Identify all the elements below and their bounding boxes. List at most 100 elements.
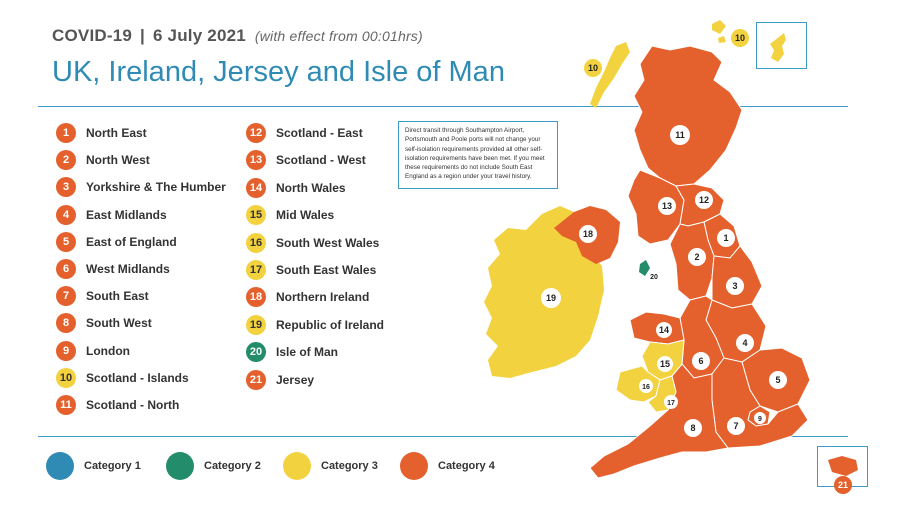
legend-number-badge: 19 xyxy=(246,314,266,335)
legend-region-label: East of England xyxy=(86,234,177,249)
legend-item-east-of-england: 5 East of England xyxy=(56,231,177,252)
category-1-key: Category 1 xyxy=(46,452,141,480)
legend-number-badge: 15 xyxy=(246,205,266,226)
header-separator: | xyxy=(140,26,145,45)
map-badge-18: 18 xyxy=(583,229,593,239)
legend-item-scotland-north: 11 Scotland - North xyxy=(56,395,180,415)
category-1-label: Category 1 xyxy=(84,460,141,472)
legend-region-label: South East Wales xyxy=(276,263,377,277)
region-scotland-west xyxy=(627,169,685,245)
legend-item-east-midlands: 4 East Midlands xyxy=(56,204,167,225)
category-1-swatch xyxy=(46,452,74,480)
legend-region-label: West Midlands xyxy=(86,262,170,276)
legend-number-badge: 20 xyxy=(246,342,266,363)
shetland-islands-inset xyxy=(770,33,786,62)
legend-region-label: Scotland - East xyxy=(276,126,363,140)
region-scotland-north xyxy=(633,45,743,187)
legend-item-scotland-east: 12 Scotland - East xyxy=(246,123,363,143)
map-badge-2: 2 xyxy=(694,252,699,262)
legend-region-label: North Wales xyxy=(276,180,346,195)
jersey-island xyxy=(828,456,858,476)
legend-item-yorkshire-the-humber: 3 Yorkshire & The Humber xyxy=(56,177,226,198)
region-south-west xyxy=(589,363,729,479)
legend-number-badge: 9 xyxy=(56,340,76,361)
legend-region-label: Scotland - West xyxy=(276,153,366,168)
map-badge-6: 6 xyxy=(698,356,703,366)
date-label: 6 July 2021 xyxy=(152,26,246,45)
map-badge-17: 17 xyxy=(667,400,675,407)
legend-item-isle-of-man: 20 Isle of Man xyxy=(246,342,339,363)
legend-region-label: Republic of Ireland xyxy=(276,317,385,332)
legend-region-label: North East xyxy=(86,126,147,140)
category-2-label: Category 2 xyxy=(204,460,261,472)
category-4-swatch xyxy=(400,452,428,480)
legend-item-northern-ireland: 18 Northern Ireland xyxy=(246,287,370,308)
category-3-swatch xyxy=(283,452,311,480)
legend-item-london: 9 London xyxy=(56,340,130,361)
shetland-inset xyxy=(756,22,807,69)
legend-number-badge: 10 xyxy=(56,367,76,388)
legend-item-mid-wales: 15 Mid Wales xyxy=(246,205,335,226)
legend-number-badge: 11 xyxy=(56,395,76,415)
transit-note: Direct transit through Southampton Airpo… xyxy=(398,121,558,189)
map-badge-12: 12 xyxy=(699,195,709,205)
legend-region-label: Northern Ireland xyxy=(276,290,370,305)
orkney-islands xyxy=(712,20,726,43)
category-3-key: Category 3 xyxy=(283,452,378,480)
map-badge-16: 16 xyxy=(642,384,650,391)
header-subtitle: COVID-19 | 6 July 2021 (with effect from 0… xyxy=(52,26,423,46)
legend-region-label: East Midlands xyxy=(86,207,167,222)
legend-item-jersey: 21 Jersey xyxy=(246,369,315,390)
map-badge-20: 20 xyxy=(650,274,658,281)
map-badge-8: 8 xyxy=(690,423,695,433)
legend-region-label: North West xyxy=(86,153,150,168)
legend-number-badge: 17 xyxy=(246,260,266,280)
legend-number-badge: 6 xyxy=(56,259,76,279)
map-badge-5: 5 xyxy=(775,375,780,385)
category-4-key: Category 4 xyxy=(400,452,495,480)
legend-item-north-west: 2 North West xyxy=(56,150,150,171)
legend-region-label: Yorkshire & The Humber xyxy=(86,180,226,195)
legend-region-label: Mid Wales xyxy=(276,208,335,223)
legend-item-south-east-wales: 17 South East Wales xyxy=(246,260,377,280)
bottom-divider xyxy=(38,436,848,437)
category-2-swatch xyxy=(166,452,194,480)
map-badge-11: 11 xyxy=(675,130,685,140)
legend-item-south-west-wales: 16 South West Wales xyxy=(246,232,380,253)
effect-label: (with effect from 00:01hrs) xyxy=(254,28,423,44)
legend-region-label: South East xyxy=(86,289,149,304)
map-badge-13: 13 xyxy=(662,201,672,211)
outer-hebrides xyxy=(590,42,630,108)
category-4-label: Category 4 xyxy=(438,460,495,472)
legend-region-label: South West Wales xyxy=(276,235,380,250)
legend-region-label: Jersey xyxy=(276,372,315,387)
legend-region-label: Isle of Man xyxy=(276,345,339,360)
map-badge-jersey: 21 xyxy=(838,480,848,490)
map-badge-shetland: 10 xyxy=(735,33,745,43)
legend-number-badge: 5 xyxy=(56,231,76,252)
page-title: UK, Ireland, Jersey and Isle of Man xyxy=(52,56,505,88)
legend-item-west-midlands: 6 West Midlands xyxy=(56,259,170,279)
legend-number-badge: 21 xyxy=(246,369,266,390)
legend-number-badge: 16 xyxy=(246,232,266,253)
legend-number-badge: 14 xyxy=(246,177,266,198)
map-badge-3: 3 xyxy=(732,281,737,291)
legend-region-label: South West xyxy=(86,316,152,331)
legend-item-scotland-west: 13 Scotland - West xyxy=(246,150,366,171)
legend-item-north-east: 1 North East xyxy=(56,123,147,143)
map-badge-hebrides: 10 xyxy=(588,63,598,73)
legend-item-south-west: 8 South West xyxy=(56,313,152,334)
map-badge-9: 9 xyxy=(758,416,762,423)
category-3-label: Category 3 xyxy=(321,460,378,472)
legend-number-badge: 7 xyxy=(56,286,76,307)
legend-region-label: Scotland - Islands xyxy=(86,370,189,385)
legend-number-badge: 1 xyxy=(56,123,76,143)
legend-region-label: Scotland - North xyxy=(86,398,180,412)
map-badge-7: 7 xyxy=(733,421,738,431)
map-badge-19: 19 xyxy=(546,293,556,303)
legend-number-badge: 8 xyxy=(56,313,76,334)
legend-number-badge: 2 xyxy=(56,150,76,171)
legend-item-republic-of-ireland: 19 Republic of Ireland xyxy=(246,314,385,335)
map-badge-4: 4 xyxy=(742,338,747,348)
